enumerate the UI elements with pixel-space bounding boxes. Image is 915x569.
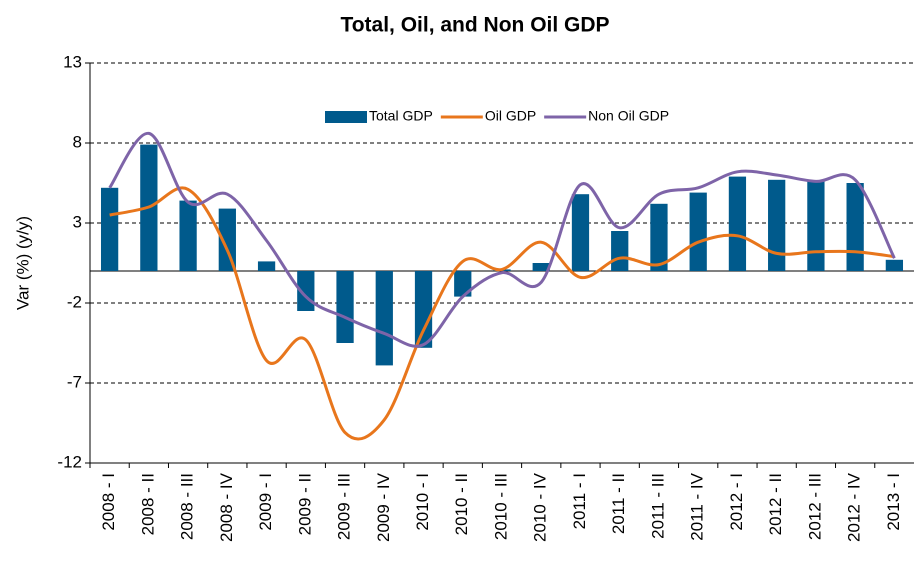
chart-title: Total, Oil, and Non Oil GDP bbox=[340, 14, 609, 37]
y-tick-label: -7 bbox=[67, 372, 82, 391]
x-tick-label: 2008 - IV bbox=[217, 472, 236, 542]
bar bbox=[100, 187, 119, 271]
x-tick-label: 2012 - I bbox=[727, 473, 746, 531]
x-tick-label: 2009 - II bbox=[295, 473, 314, 535]
legend-swatch bbox=[325, 111, 367, 123]
bar bbox=[728, 176, 747, 271]
bar bbox=[414, 271, 433, 348]
y-tick-label: -12 bbox=[57, 452, 82, 471]
x-tick-label: 2011 - IV bbox=[688, 472, 707, 540]
x-tick-label: 2010 - IV bbox=[531, 472, 550, 542]
x-tick-label: 2013 - I bbox=[884, 473, 903, 531]
y-tick-label: 3 bbox=[73, 212, 82, 231]
x-tick-label: 2008 - I bbox=[99, 473, 118, 531]
x-tick-label: 2010 - III bbox=[491, 473, 510, 540]
x-tick-label: 2010 - I bbox=[413, 473, 432, 531]
y-tick-label: 13 bbox=[63, 52, 82, 71]
y-tick-label: 8 bbox=[73, 132, 82, 151]
bar bbox=[689, 192, 707, 271]
x-tick-label: 2011 - II bbox=[609, 473, 628, 534]
bar bbox=[571, 194, 590, 271]
bar bbox=[650, 203, 668, 271]
bar bbox=[454, 271, 472, 297]
x-tick-label: 2009 - III bbox=[335, 473, 354, 540]
x-tick-label: 2012 - III bbox=[805, 473, 824, 540]
x-tick-label: 2010 - II bbox=[452, 473, 471, 535]
x-tick-label: 2011 - I bbox=[570, 473, 589, 529]
bar bbox=[807, 181, 825, 271]
bar bbox=[218, 208, 236, 271]
bar bbox=[846, 183, 864, 271]
bar bbox=[375, 271, 393, 366]
x-tick-label: 2012 - II bbox=[766, 473, 785, 535]
bar bbox=[768, 179, 786, 271]
x-tick-label: 2012 - IV bbox=[845, 472, 864, 542]
bar bbox=[179, 200, 197, 271]
x-tick-label: 2008 - III bbox=[178, 473, 197, 540]
legend-label: Oil GDP bbox=[485, 108, 536, 124]
x-tick-label: 2009 - I bbox=[256, 473, 275, 531]
x-tick-label: 2009 - IV bbox=[374, 472, 393, 542]
y-axis-label: Var (%) (y/y) bbox=[13, 216, 32, 310]
y-tick-label: -2 bbox=[67, 292, 82, 311]
bar bbox=[336, 271, 354, 343]
legend-label: Total GDP bbox=[369, 108, 433, 124]
bar bbox=[532, 263, 550, 271]
line bbox=[109, 186, 895, 441]
bar bbox=[611, 231, 629, 271]
x-tick-label: 2008 - II bbox=[138, 473, 157, 535]
bar bbox=[885, 259, 904, 271]
legend-label: Non Oil GDP bbox=[588, 108, 669, 124]
bar bbox=[257, 261, 276, 271]
line bbox=[108, 131, 896, 348]
x-tick-label: 2011 - III bbox=[648, 473, 667, 539]
